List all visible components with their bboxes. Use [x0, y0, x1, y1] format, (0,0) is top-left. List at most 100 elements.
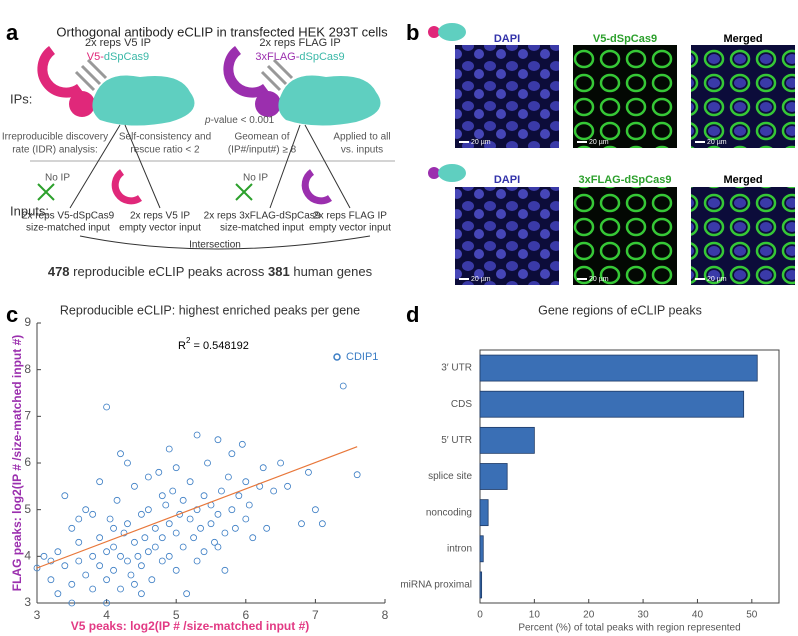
point [137, 510, 145, 518]
x-tick-label: 4 [103, 608, 110, 622]
point [96, 562, 104, 570]
bar [479, 426, 535, 454]
protein: dSpCas9 [299, 51, 344, 63]
annotation-sup: 2 [186, 336, 191, 345]
point [61, 492, 69, 500]
point [211, 538, 218, 546]
point [75, 538, 83, 546]
point [235, 492, 243, 500]
x-tick-label: 6 [242, 608, 249, 622]
point [238, 440, 246, 448]
summary: 478 reproducible eCLIP peaks across 381 … [48, 264, 373, 279]
magnet [111, 169, 142, 205]
point [245, 501, 253, 509]
criterion: rate (IDR) analysis: [12, 145, 98, 156]
point [228, 450, 236, 458]
criterion: vs. inputs [341, 145, 383, 156]
point [144, 506, 152, 514]
point [144, 548, 152, 556]
point [117, 450, 124, 458]
bar [479, 571, 483, 599]
y-tick-label: 3′ UTR [441, 363, 472, 374]
point [141, 534, 149, 542]
scale-bar-label: 20 µm [471, 276, 491, 283]
point [103, 548, 110, 556]
magnet-lines [260, 58, 294, 92]
point [124, 557, 131, 565]
micrograph [573, 45, 677, 148]
point [68, 524, 76, 532]
point [172, 566, 180, 574]
point [134, 552, 142, 560]
criterion: (IP#/input#) ≥ 8 [228, 145, 297, 156]
point [68, 580, 76, 588]
point [207, 520, 215, 528]
chart-title: Reproducible eCLIP: highest enriched pea… [60, 303, 360, 317]
point [172, 529, 180, 537]
image-label: 3xFLAG-dSpCas9 [579, 174, 672, 186]
point [124, 520, 131, 528]
y-tick-label: intron [447, 543, 472, 554]
criterion: Self-consistency and [119, 132, 211, 143]
point [200, 492, 208, 500]
point [117, 585, 124, 593]
magnet-lines [74, 58, 108, 92]
connector [69, 124, 351, 209]
bar [479, 463, 508, 490]
no-ip: No IP [45, 173, 70, 184]
panel-label: c [6, 302, 18, 327]
point [224, 473, 232, 481]
scale-bar-label: 20 µm [707, 139, 727, 146]
input-label: 2x reps V5-dSpCas9 [22, 211, 115, 222]
criterion: rescue ratio < 2 [130, 145, 200, 156]
x-tick-label: 20 [583, 610, 595, 621]
point [131, 538, 138, 546]
point [339, 382, 347, 390]
input-label: 2x reps V5 IP [130, 211, 190, 222]
image-label: Merged [723, 174, 762, 186]
point [106, 515, 114, 523]
intersection-brace [79, 235, 371, 250]
scale-bar-label: 20 µm [707, 276, 727, 283]
tag-circle [69, 91, 95, 117]
magnet [223, 45, 269, 98]
fit-line [36, 446, 358, 569]
ip-label: 2x reps V5 IP [85, 37, 151, 49]
point [148, 576, 156, 584]
point [110, 524, 117, 532]
point [193, 431, 201, 439]
tag-circle [255, 91, 281, 117]
point [158, 492, 166, 500]
legend-label: CDIP1 [346, 351, 378, 363]
point [96, 534, 104, 542]
y-tick-label: 4 [24, 549, 31, 563]
legend-marker [333, 353, 341, 361]
x-tick-label: 30 [638, 610, 650, 621]
protein-blob [278, 75, 381, 126]
criteria: Irreproducible discovery rate (IDR) analy… [2, 132, 391, 156]
y-tick-label: 5′ UTR [441, 435, 472, 446]
protein-blob [438, 23, 466, 41]
point [228, 506, 236, 514]
micrograph [455, 45, 559, 148]
x-tick-label: 40 [692, 610, 704, 621]
point [151, 524, 159, 532]
point [61, 562, 69, 570]
criterion: Applied to all [333, 132, 390, 143]
image-label: DAPI [494, 33, 520, 45]
point [158, 557, 166, 565]
x-tick-label: 10 [529, 610, 541, 621]
point [75, 557, 83, 565]
point [305, 468, 312, 476]
point [89, 510, 97, 518]
point [221, 529, 229, 537]
point [131, 482, 138, 490]
input-label: empty vector input [309, 223, 391, 234]
y-tick-label: noncoding [426, 507, 472, 518]
bar [479, 390, 745, 418]
image-label: DAPI [494, 174, 520, 186]
p: p [204, 115, 211, 126]
input-label: 2x reps 3xFLAG-dSpCas9 [204, 211, 321, 222]
scale-bar-label: 20 µm [471, 139, 491, 146]
micrograph [455, 187, 559, 285]
